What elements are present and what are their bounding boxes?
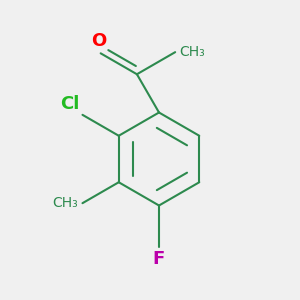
Text: CH₃: CH₃ [52, 196, 78, 210]
Text: F: F [153, 250, 165, 268]
Text: CH₃: CH₃ [180, 45, 206, 59]
Text: O: O [92, 32, 107, 50]
Text: Cl: Cl [60, 95, 80, 113]
